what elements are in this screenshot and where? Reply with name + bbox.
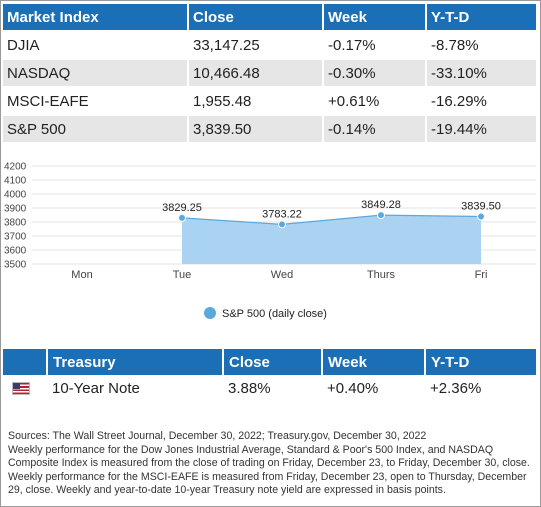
- area-fill: [182, 215, 481, 264]
- data-point: [477, 212, 485, 221]
- data-label: 3849.28: [361, 199, 401, 211]
- index-week: -0.30%: [323, 58, 427, 87]
- index-close: 33,147.25: [188, 30, 324, 59]
- data-label: 3783.22: [262, 208, 302, 220]
- index-week: -0.14%: [323, 114, 427, 142]
- header-treasury: Treasury: [47, 349, 224, 375]
- treasury-name: 10-Year Note: [47, 375, 223, 401]
- market-table-header: Market Index Close Week Y-T-D: [3, 4, 536, 31]
- index-close: 3,839.50: [188, 114, 324, 142]
- table-row: NASDAQ 10,466.48 -0.30% -33.10%: [3, 58, 536, 87]
- x-tick-label: Mon: [71, 269, 92, 281]
- header-flag-spacer: [3, 349, 48, 375]
- index-name: DJIA: [3, 30, 189, 59]
- header-close: Close: [188, 4, 324, 31]
- eafe-treasury-note: Weekly performance for the MSCI-EAFE is …: [8, 470, 527, 497]
- y-tick-label: 3500: [4, 260, 27, 271]
- index-name: NASDAQ: [3, 58, 189, 87]
- sources-note: Sources: The Wall Street Journal, Decemb…: [8, 430, 427, 442]
- index-ytd: -8.78%: [426, 30, 536, 59]
- sp500-area-chart: 4200 4100 4000 3900 3800 3700 3600 3500 3829.25 3…: [4, 162, 536, 320]
- us-flag-icon: [12, 382, 30, 396]
- index-ytd: -16.29%: [426, 86, 536, 115]
- legend-label: S&P 500 (daily close): [222, 308, 327, 320]
- y-tick-label: 4000: [4, 190, 27, 201]
- y-tick-label: 4200: [4, 162, 27, 173]
- data-label: 3839.50: [461, 200, 501, 212]
- header-week: Week: [322, 349, 426, 375]
- header-week: Week: [323, 4, 427, 31]
- weekly-performance-note: Weekly performance for the Dow Jones Ind…: [8, 443, 530, 470]
- y-tick-label: 3600: [4, 246, 27, 257]
- header-ytd: Y-T-D: [425, 349, 536, 375]
- legend-marker: [204, 307, 216, 319]
- series-line: [181, 214, 482, 225]
- x-tick-label: Fri: [475, 269, 488, 281]
- index-week: -0.17%: [323, 30, 427, 59]
- data-point: [178, 213, 186, 222]
- y-tick-label: 3900: [4, 204, 27, 215]
- treasury-week: +0.40%: [322, 375, 425, 401]
- index-ytd: -19.44%: [426, 114, 536, 142]
- treasury-ytd: +2.36%: [425, 375, 536, 401]
- index-close: 10,466.48: [188, 58, 324, 87]
- index-name: S&P 500: [3, 114, 189, 142]
- data-point: [278, 220, 286, 229]
- y-tick-label: 3800: [4, 218, 27, 229]
- header-market-index: Market Index: [3, 4, 189, 31]
- index-ytd: -33.10%: [426, 58, 536, 87]
- y-tick-label: 3700: [4, 232, 27, 243]
- x-tick-label: Thurs: [367, 269, 396, 281]
- index-name: MSCI-EAFE: [3, 86, 189, 115]
- table-row: 10-Year Note 3.88% +0.40% +2.36%: [3, 375, 536, 401]
- index-week: +0.61%: [323, 86, 427, 115]
- index-close: 1,955.48: [188, 86, 324, 115]
- data-label: 3829.25: [162, 202, 202, 214]
- data-point: [377, 211, 385, 220]
- treasury-table: Treasury Close Week Y-T-D 10-Year Note 3…: [3, 349, 536, 401]
- market-index-table: Market Index Close Week Y-T-D DJIA 33,14…: [3, 4, 536, 142]
- footnotes: Sources: The Wall Street Journal, Decemb…: [8, 430, 536, 498]
- treasury-close: 3.88%: [223, 375, 322, 401]
- table-row: S&P 500 3,839.50 -0.14% -19.44%: [3, 114, 536, 142]
- table-row: MSCI-EAFE 1,955.48 +0.61% -16.29%: [3, 86, 536, 115]
- x-tick-label: Tue: [173, 269, 192, 281]
- header-close: Close: [223, 349, 323, 375]
- table-row: DJIA 33,147.25 -0.17% -8.78%: [3, 30, 536, 59]
- header-ytd: Y-T-D: [426, 4, 536, 31]
- treasury-table-header: Treasury Close Week Y-T-D: [3, 349, 536, 375]
- y-tick-label: 4100: [4, 176, 27, 187]
- x-tick-label: Wed: [271, 269, 293, 281]
